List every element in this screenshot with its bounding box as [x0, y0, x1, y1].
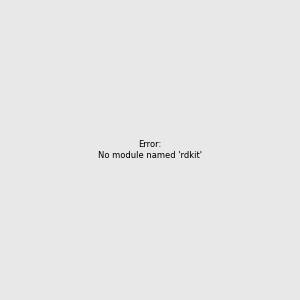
- Text: Error:
No module named 'rdkit': Error: No module named 'rdkit': [98, 140, 202, 160]
